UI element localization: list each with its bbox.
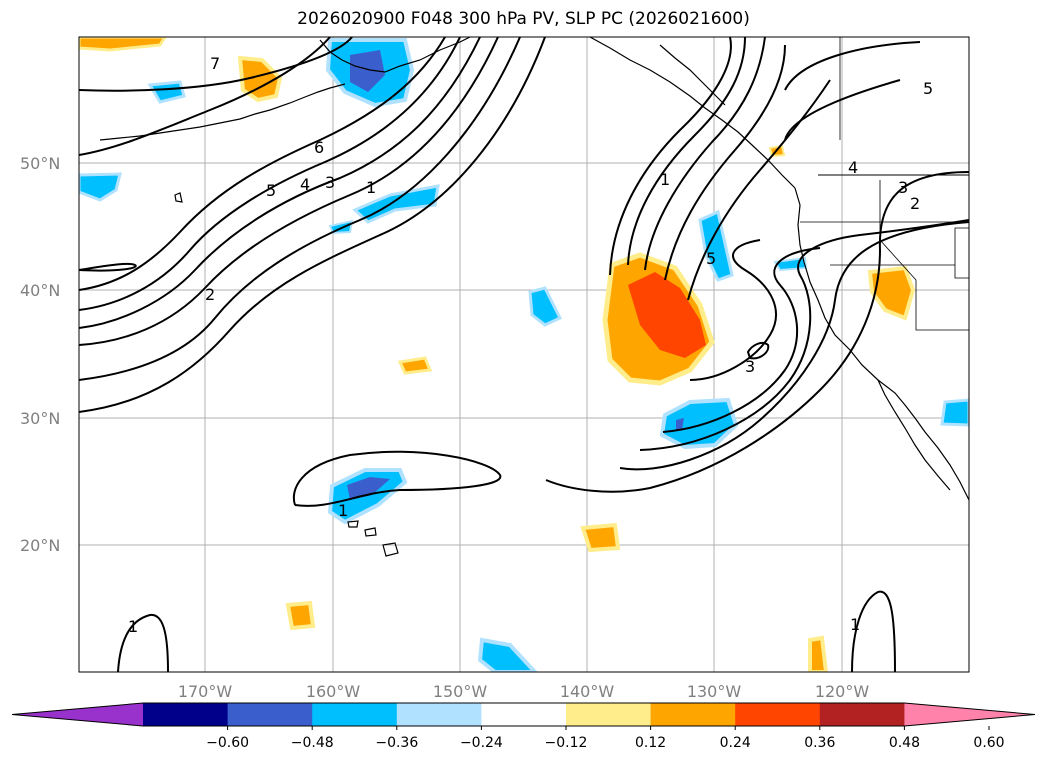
colorbar-extend-high (904, 703, 1035, 726)
lat-tick-label: 30°N (20, 409, 60, 428)
contour-label: 4 (300, 175, 310, 194)
map-title: 2026020900 F048 300 hPa PV, SLP PC (2026… (297, 9, 750, 29)
colorbar-segment (735, 703, 821, 726)
colorbar: −0.60 −0.48 −0.36 −0.24 −0.12 0.12 0.24 0.36 0.4… (11, 702, 1036, 751)
pv-positive-region (397, 356, 433, 375)
lat-tick-label: 20°N (20, 536, 60, 555)
colorbar-segment (481, 703, 567, 726)
colorbar-tick-label: 0.12 (635, 735, 666, 751)
contour-label: 6 (314, 138, 324, 157)
contour-label: 2 (205, 285, 215, 304)
colorbar-tick-label: −0.24 (460, 735, 503, 751)
pv-shading (79, 37, 969, 672)
lon-tick-label: 120°W (815, 682, 870, 701)
pv-negative-region (659, 397, 739, 450)
contour-label: 5 (706, 249, 716, 268)
colorbar-tick-label: 0.60 (973, 735, 1004, 751)
colorbar-tick-label: −0.36 (375, 735, 418, 751)
colorbar-segment (143, 703, 229, 726)
map-background (79, 37, 969, 672)
lat-tick-labels: 50°N 40°N 30°N 20°N (20, 154, 60, 555)
contour-label: 5 (923, 79, 933, 98)
pv-positive-region (79, 37, 167, 52)
contour-label: 1 (850, 615, 860, 634)
pv-positive-region (237, 55, 283, 103)
contour-label: 1 (338, 501, 348, 520)
colorbar-extend-low (12, 703, 143, 726)
colorbar-tick-label: −0.12 (545, 735, 588, 751)
colorbar-segment (650, 703, 736, 726)
pv-negative-core (347, 477, 390, 500)
contour-label: 1 (128, 617, 138, 636)
lon-tick-label: 160°W (306, 682, 361, 701)
colorbar-tick-label: 0.48 (889, 735, 920, 751)
pv-positive-region (285, 600, 316, 631)
pv-negative-region (528, 286, 563, 327)
contour-label: 5 (266, 181, 276, 200)
lon-tick-label: 130°W (687, 682, 742, 701)
contour-label: 2 (910, 194, 920, 213)
colorbar-tick-label: 0.36 (804, 735, 835, 751)
colorbar-outline (11, 702, 1036, 727)
contour-label: 1 (660, 170, 670, 189)
lat-tick-label: 50°N (20, 154, 60, 173)
pv-negative-region (147, 80, 186, 104)
pv-positive-region (580, 522, 621, 553)
contour-label: 3 (745, 357, 755, 376)
pv-positive-region (808, 635, 829, 672)
contour-label: 3 (898, 178, 908, 197)
pv-negative-region (940, 398, 969, 427)
colorbar-tick-label: −0.48 (291, 735, 334, 751)
contour-label: 7 (210, 54, 220, 73)
contour-label: 4 (848, 158, 858, 177)
pv-positive-core (628, 272, 706, 358)
pv-negative-region (698, 209, 734, 282)
colorbar-segment (312, 703, 398, 726)
pv-negative-region (477, 637, 538, 672)
pv-negative-region (79, 172, 122, 202)
colorbar-segment (227, 703, 313, 726)
colorbar-segment (396, 703, 482, 726)
pv-negative-core (350, 50, 385, 92)
colorbar-segment (566, 703, 652, 726)
lon-tick-labels: 170°W 160°W 150°W 140°W 130°W 120°W (178, 682, 870, 701)
colorbar-tick-label: −0.60 (206, 735, 249, 751)
contour-labels: 7 6 5 4 3 1 2 1 5 3 1 1 1 5 4 3 2 (128, 54, 933, 636)
colorbar-tick-label: 0.24 (720, 735, 751, 751)
lon-tick-label: 170°W (178, 682, 233, 701)
map-frame (78, 36, 970, 673)
contour-label: 3 (325, 173, 335, 192)
lon-tick-label: 150°W (433, 682, 488, 701)
lat-tick-label: 40°N (20, 281, 60, 300)
pv-negative-core (676, 418, 684, 430)
contour-label: 1 (366, 178, 376, 197)
colorbar-segment (819, 703, 905, 726)
lon-tick-label: 140°W (560, 682, 615, 701)
slp-contours (79, 37, 969, 672)
